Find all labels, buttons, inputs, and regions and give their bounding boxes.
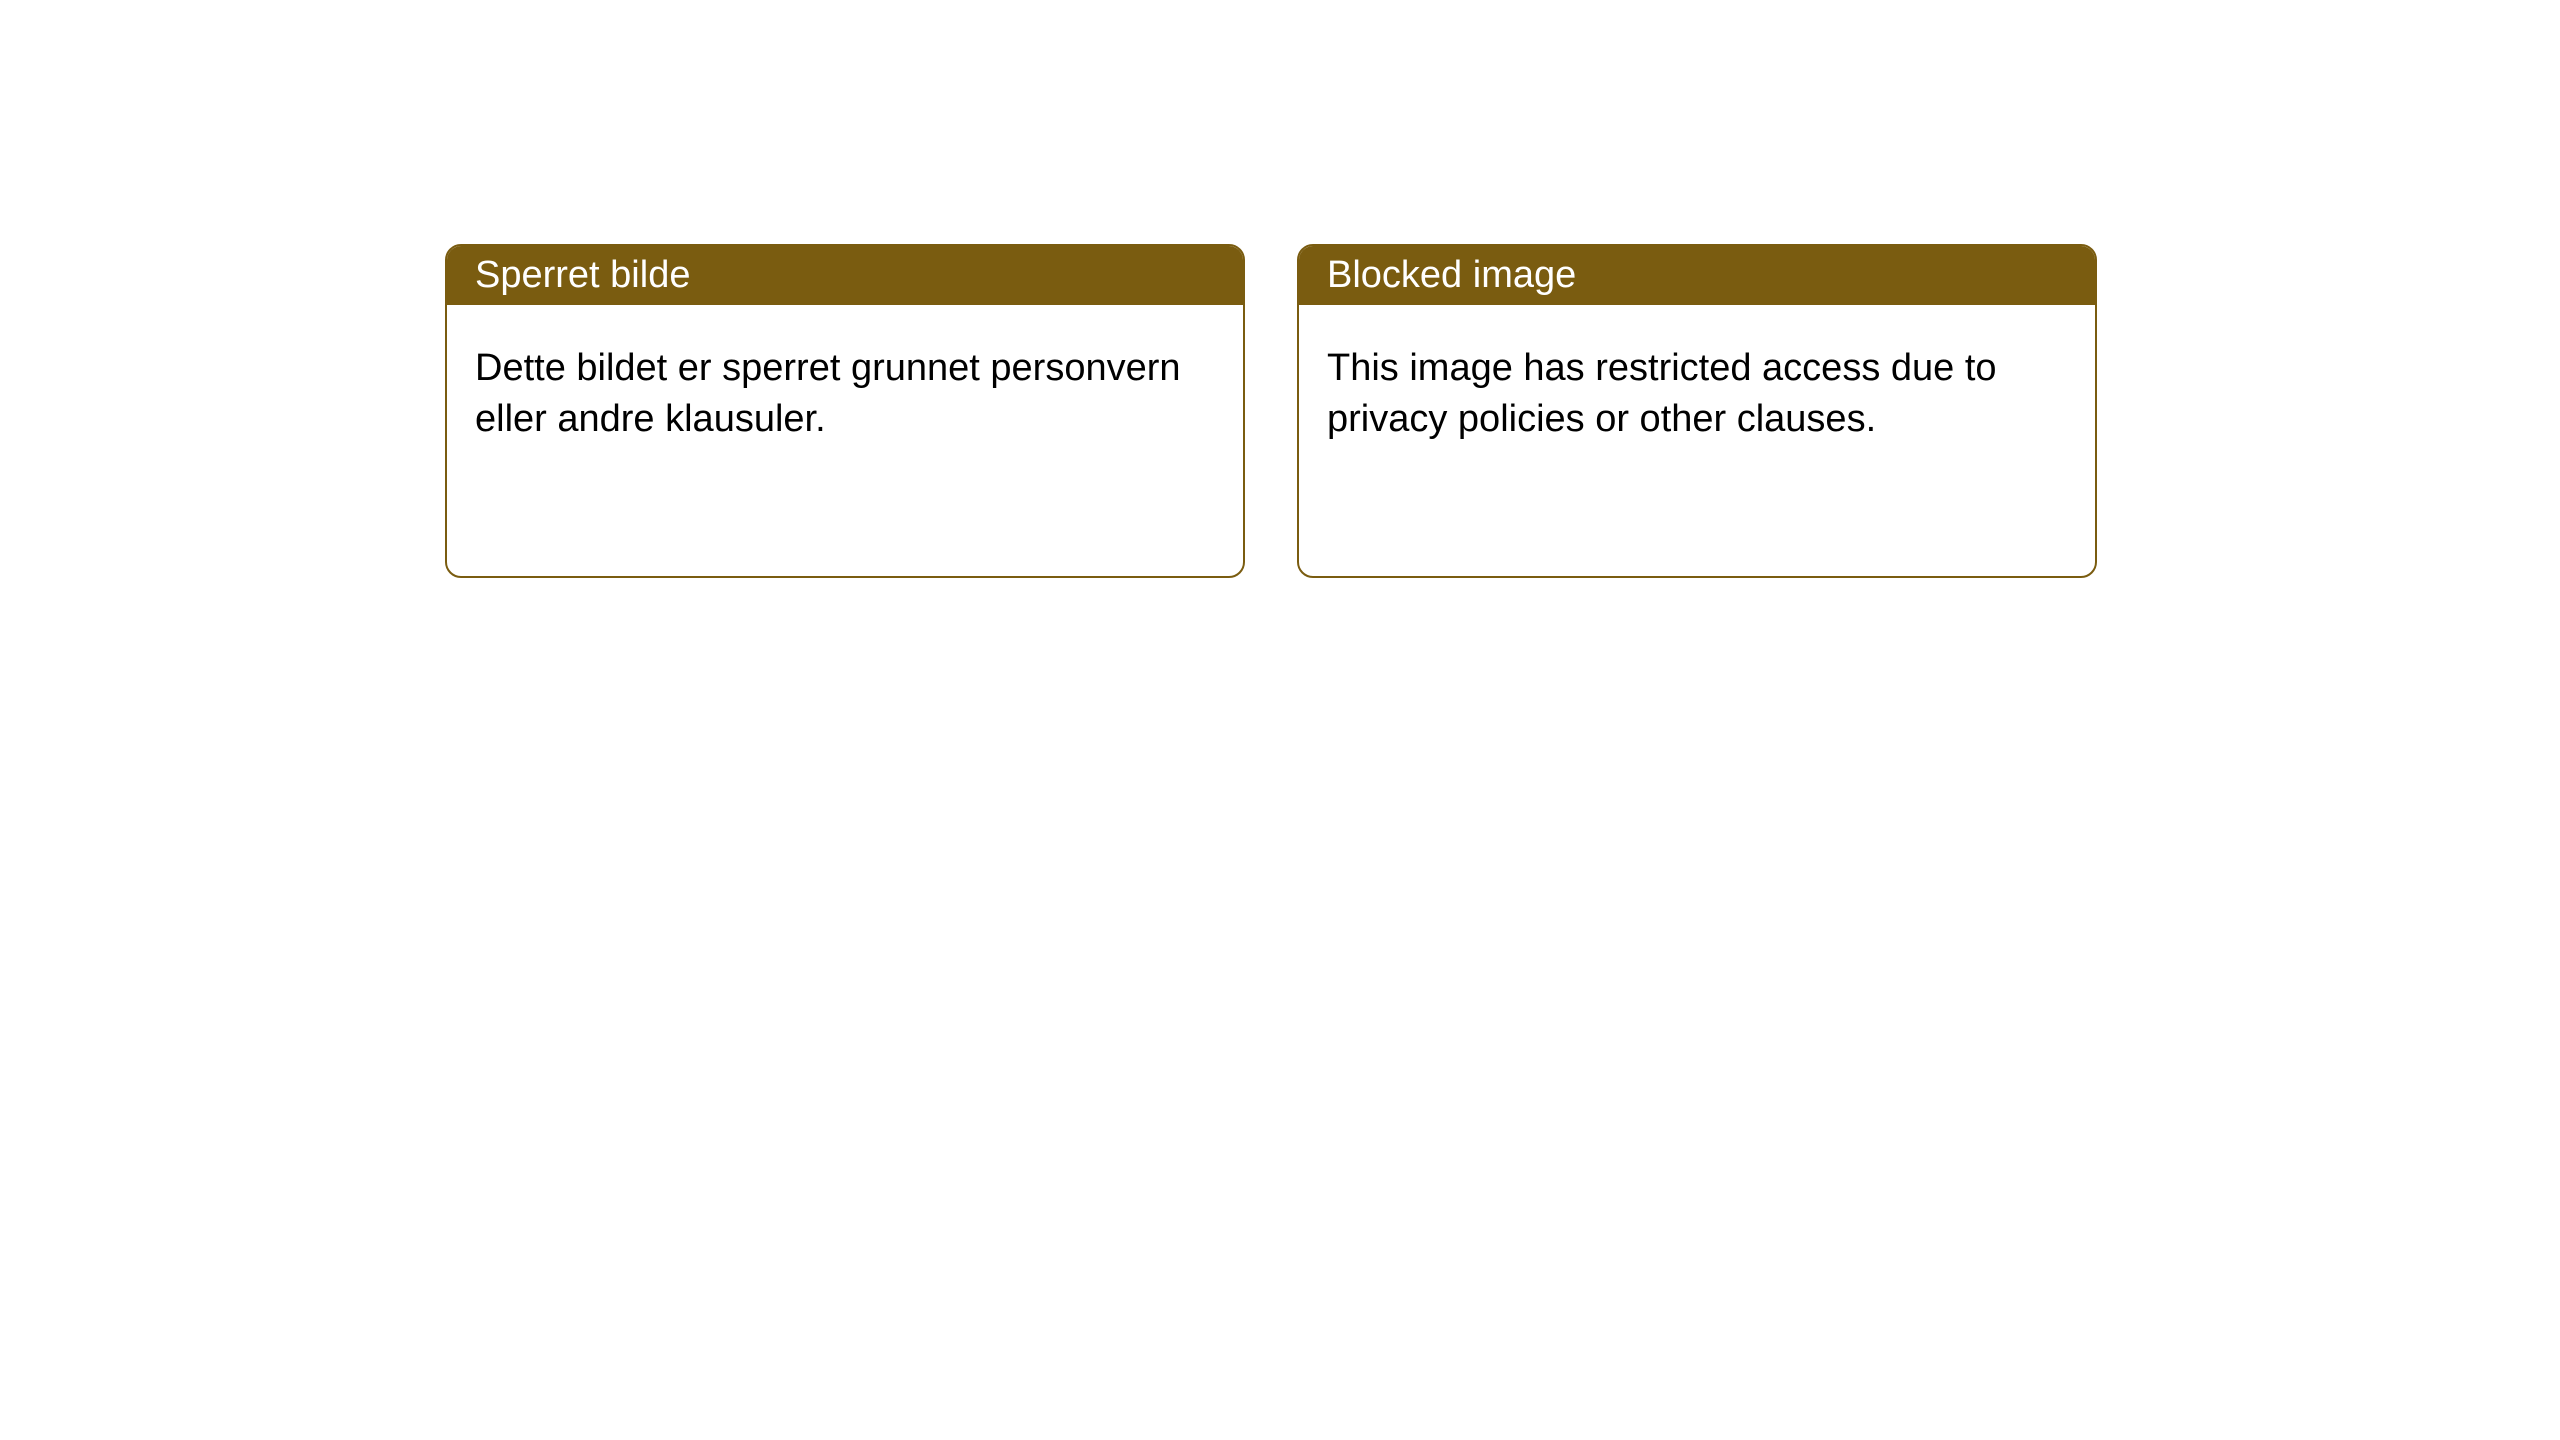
card-header-no: Sperret bilde bbox=[447, 246, 1243, 305]
cards-container: Sperret bilde Dette bildet er sperret gr… bbox=[0, 0, 2560, 578]
card-title-no: Sperret bilde bbox=[475, 254, 690, 296]
blocked-image-card-no: Sperret bilde Dette bildet er sperret gr… bbox=[445, 244, 1245, 578]
card-message-en: This image has restricted access due to … bbox=[1327, 347, 1997, 440]
card-title-en: Blocked image bbox=[1327, 254, 1576, 296]
card-body-no: Dette bildet er sperret grunnet personve… bbox=[447, 305, 1243, 484]
card-body-en: This image has restricted access due to … bbox=[1299, 305, 2095, 484]
card-message-no: Dette bildet er sperret grunnet personve… bbox=[475, 347, 1181, 440]
card-header-en: Blocked image bbox=[1299, 246, 2095, 305]
blocked-image-card-en: Blocked image This image has restricted … bbox=[1297, 244, 2097, 578]
